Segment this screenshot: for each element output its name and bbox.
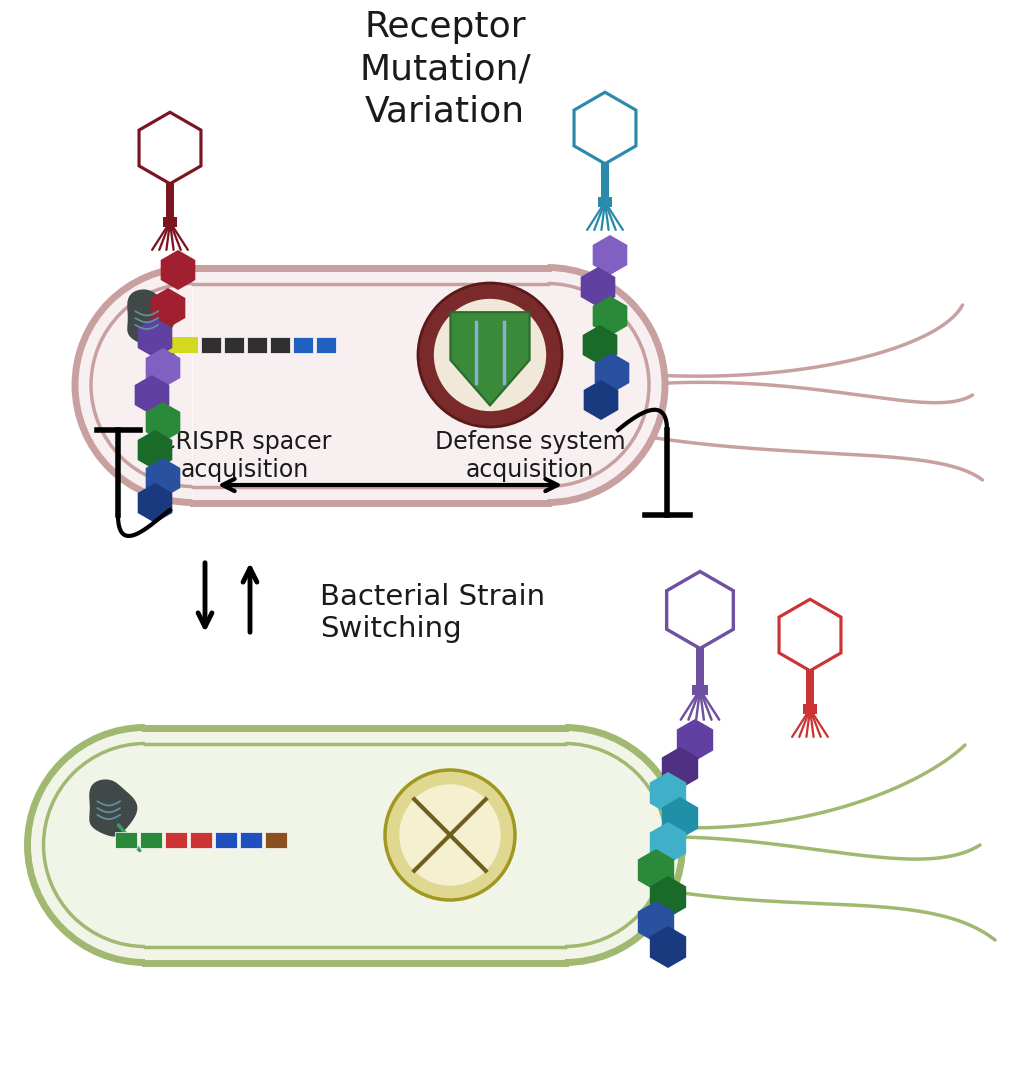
Polygon shape [151,288,185,328]
Polygon shape [582,325,618,365]
Wedge shape [75,267,192,502]
Bar [215,832,237,848]
Bar [293,337,313,353]
Wedge shape [548,267,665,502]
Polygon shape [592,296,627,336]
Polygon shape [650,772,686,814]
Wedge shape [565,728,682,962]
Polygon shape [650,822,686,864]
Circle shape [434,299,546,412]
Polygon shape [592,235,627,275]
Bar [696,642,705,685]
Circle shape [385,770,515,900]
Polygon shape [137,483,172,523]
Polygon shape [137,430,172,470]
Polygon shape [666,572,733,649]
Bar [145,744,565,946]
Text: CRISPR spacer
acquisition: CRISPR spacer acquisition [159,430,332,482]
Bar [598,198,612,207]
Polygon shape [146,348,180,388]
Bar [165,832,187,848]
Bar [316,337,336,353]
Polygon shape [650,876,686,918]
Bar [115,832,137,848]
Bar [192,283,548,486]
Polygon shape [134,375,169,415]
Polygon shape [638,901,674,943]
Polygon shape [779,600,841,670]
Wedge shape [27,728,145,962]
Circle shape [418,283,562,427]
Circle shape [399,785,500,886]
Bar [240,832,262,848]
Bar [693,685,708,695]
Polygon shape [137,317,172,358]
Bar [265,832,287,848]
Polygon shape [638,849,674,890]
Polygon shape [146,458,180,498]
Polygon shape [580,267,616,307]
Bar [163,217,177,227]
Polygon shape [650,926,686,969]
Bar [201,337,221,353]
Polygon shape [662,797,699,839]
Bar [270,337,290,353]
Polygon shape [676,719,713,761]
Polygon shape [140,112,201,184]
Bar [247,337,267,353]
Polygon shape [450,312,530,405]
Bar [602,158,609,198]
Polygon shape [89,779,137,837]
Polygon shape [574,92,636,164]
Text: Receptor
Mutation/
Variation: Receptor Mutation/ Variation [359,10,531,128]
Bar [190,832,212,848]
Polygon shape [594,353,629,393]
Bar [166,179,174,217]
Polygon shape [583,379,619,420]
Polygon shape [662,747,699,789]
Bar [168,337,198,353]
Polygon shape [161,250,195,290]
Polygon shape [146,402,180,441]
Text: Bacterial Strain
Switching: Bacterial Strain Switching [320,583,545,644]
Polygon shape [127,290,175,346]
Bar [192,267,548,502]
Bar [806,665,814,704]
Text: Defense system
acquisition: Defense system acquisition [435,430,626,482]
Bar [224,337,244,353]
Bar [803,704,817,714]
Bar [145,728,565,962]
Bar [140,832,162,848]
